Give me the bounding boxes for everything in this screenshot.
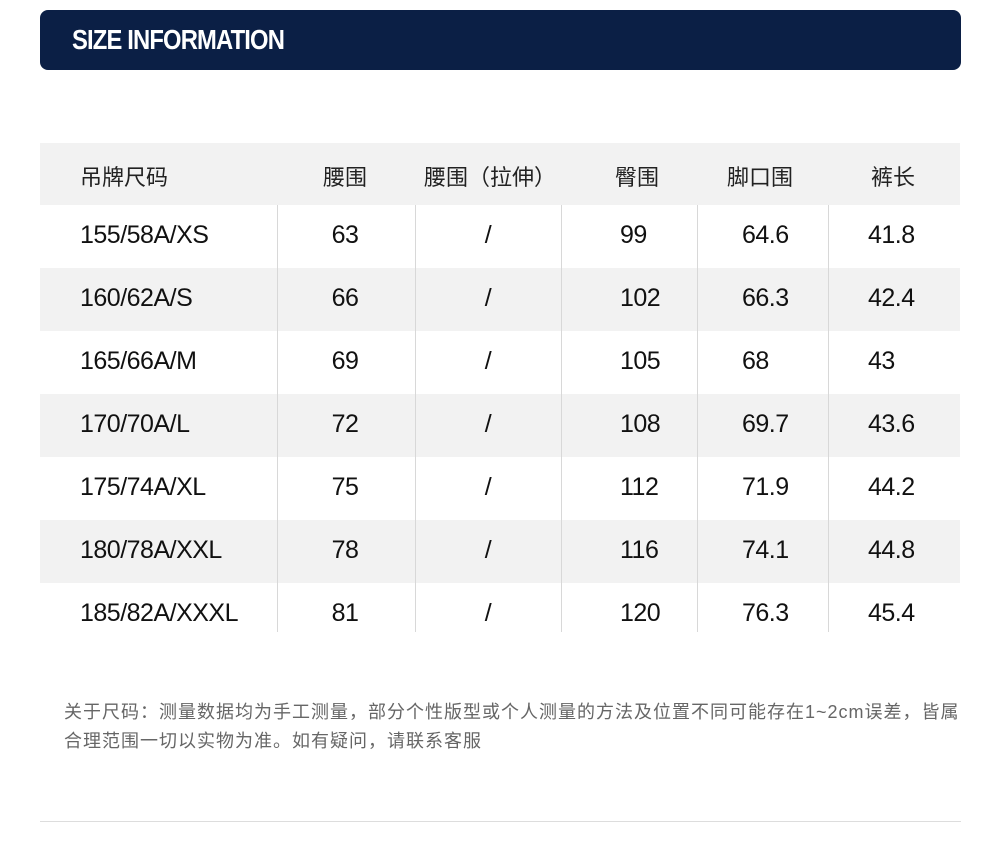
table-cell: / [484, 410, 492, 438]
table-cell: 44.2 [868, 473, 915, 501]
table-cell: 185/82A/XXXL [80, 599, 239, 627]
table-cell: / [484, 473, 492, 501]
table-cell: 71.9 [742, 473, 789, 501]
table-cell: 108 [620, 410, 661, 438]
table-cell: 43.6 [868, 410, 915, 438]
column-divider [828, 205, 829, 632]
table-cell: 170/70A/L [80, 410, 190, 438]
table-cell: 69 [331, 347, 359, 375]
table-cell: / [484, 536, 492, 564]
column-divider [277, 205, 278, 632]
table-cell: 66.3 [742, 284, 789, 312]
table-cell: 74.1 [742, 536, 789, 564]
table-cell: 42.4 [868, 284, 915, 312]
table-cell: 112 [620, 473, 659, 501]
table-cell: 41.8 [868, 221, 915, 249]
table-cell: 63 [331, 221, 359, 249]
table-cell: 78 [331, 536, 359, 564]
table-cell: / [484, 221, 492, 249]
table-cell: 120 [620, 599, 661, 627]
table-cell: 105 [620, 347, 661, 375]
table-cell: 75 [331, 473, 359, 501]
table-cell: 76.3 [742, 599, 789, 627]
table-cell: 102 [620, 284, 661, 312]
table-cell: / [484, 284, 492, 312]
table-cell: 68 [742, 347, 769, 375]
table-cell: 165/66A/M [80, 347, 197, 375]
table-row: 165/66A/M 69 / 105 68 43 [40, 331, 960, 394]
table-cell: 66 [331, 284, 359, 312]
column-divider [561, 205, 562, 632]
column-header: 腰围 [322, 165, 367, 190]
table-cell: 175/74A/XL [80, 473, 206, 501]
column-header: 裤长 [870, 165, 915, 190]
table-row: 155/58A/XS 63 / 99 64.6 41.8 [40, 205, 960, 268]
column-header: 腰围（拉伸） [423, 165, 556, 190]
table-cell: 44.8 [868, 536, 915, 564]
table-cell: 72 [331, 410, 359, 438]
table-cell: 155/58A/XS [80, 221, 209, 249]
header-row: 吊牌尺码 腰围 腰围（拉伸） 臀围 脚口围 裤长 [40, 143, 960, 205]
table-cell: 45.4 [868, 599, 915, 627]
table-cell: 64.6 [742, 221, 789, 249]
column-divider [697, 205, 698, 632]
column-header: 吊牌尺码 [80, 165, 169, 190]
table-cell: 116 [620, 536, 659, 564]
table-cell: 180/78A/XXL [80, 536, 222, 564]
table-cell: 69.7 [742, 410, 789, 438]
column-header: 脚口围 [726, 165, 793, 190]
table-row: 175/74A/XL 75 / 112 71.9 44.2 [40, 457, 960, 520]
table-cell: / [484, 599, 492, 627]
table-cell: 99 [620, 221, 647, 249]
table-cell: / [484, 347, 492, 375]
size-table: 吊牌尺码 腰围 腰围（拉伸） 臀围 脚口围 裤长 155/58A/XS 63 / 99 64.6 41… [40, 143, 960, 632]
table-cell: 160/62A/S [80, 284, 193, 312]
table-cell: 81 [331, 599, 359, 627]
table-row: 170/70A/L 72 / 108 69.7 43.6 [40, 394, 960, 457]
header-bar: SIZE INFORMATION [40, 10, 961, 70]
header-title: SIZE INFORMATION [72, 24, 285, 55]
table-row: 185/82A/XXXL 81 / 120 76.3 45.4 [40, 583, 960, 631]
table-row: 160/62A/S 66 / 102 66.3 42.4 [40, 268, 960, 331]
note: 关于尺码：测量数据均为手工测量，部分个性版型或个人测量的方法及位置不同可能存在1… [64, 702, 960, 751]
divider [40, 821, 961, 822]
column-header: 臀围 [614, 165, 659, 190]
table-cell: 43 [868, 347, 895, 375]
column-divider [415, 205, 416, 632]
table-row: 180/78A/XXL 78 / 116 74.1 44.8 [40, 520, 960, 583]
